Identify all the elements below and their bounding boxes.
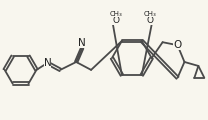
- Text: O: O: [112, 16, 119, 25]
- Text: O: O: [146, 16, 153, 25]
- Text: N: N: [78, 38, 86, 48]
- Text: O: O: [173, 40, 182, 50]
- Text: CH₃: CH₃: [143, 11, 156, 17]
- Text: N: N: [43, 58, 51, 68]
- Text: CH₃: CH₃: [110, 11, 122, 17]
